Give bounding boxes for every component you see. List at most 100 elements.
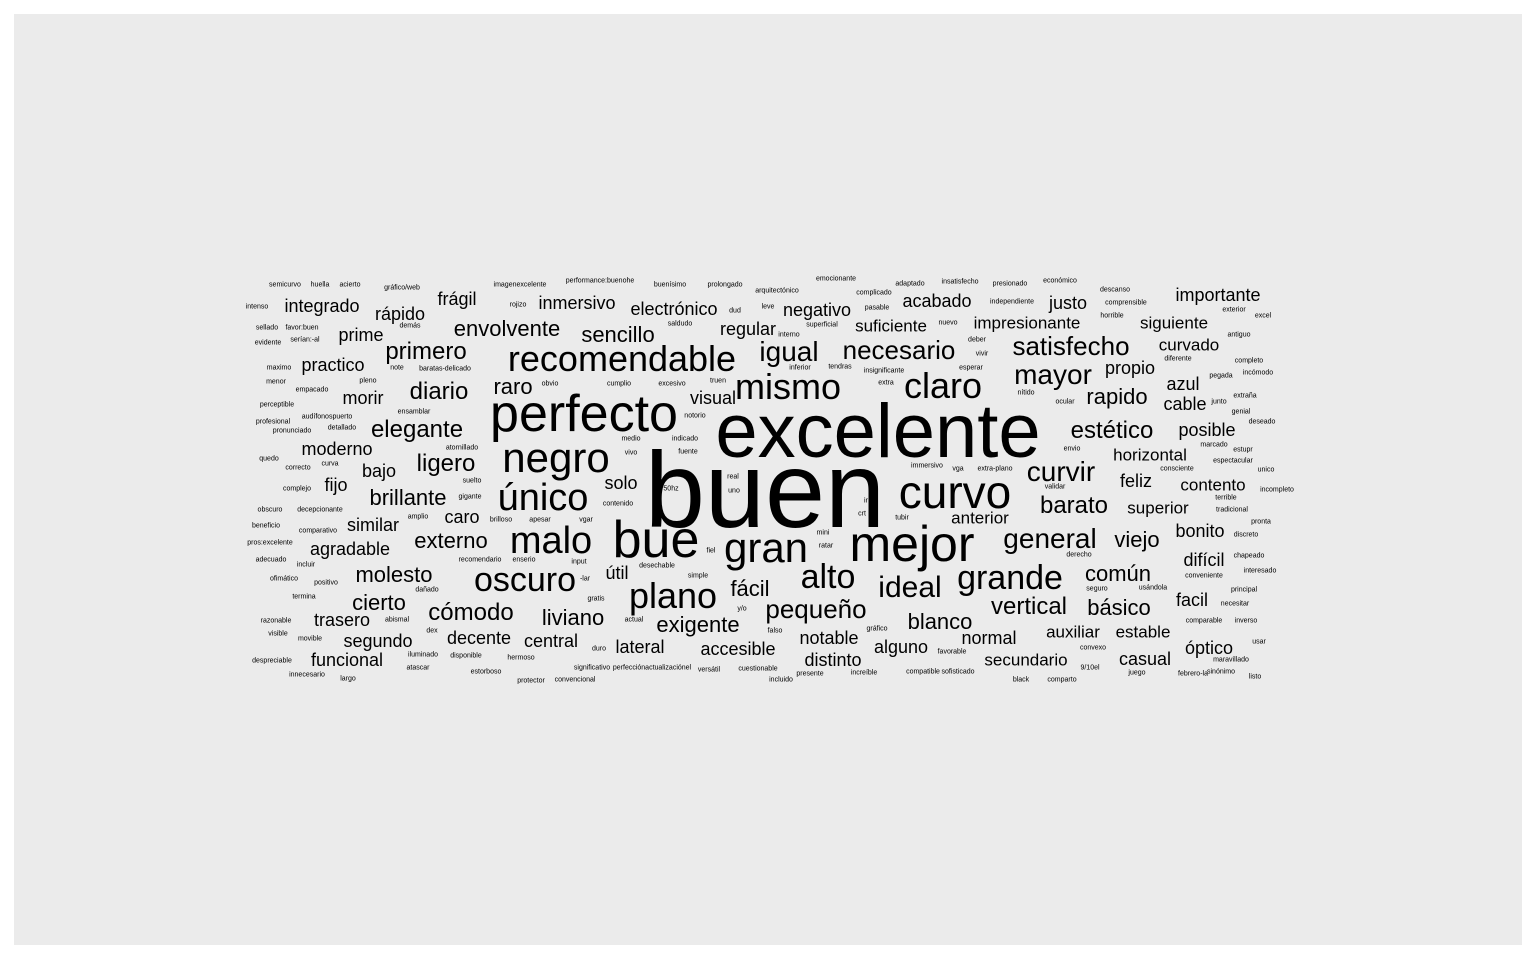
word-beneficio: beneficio xyxy=(251,522,281,530)
word-prime: prime xyxy=(338,325,384,345)
word-negro: negro xyxy=(502,434,610,481)
word-esperar: esperar xyxy=(959,364,983,372)
word-contenido: contenido xyxy=(602,500,634,508)
word-facil: facil xyxy=(1175,590,1209,610)
word-ratar: ratar xyxy=(818,542,834,550)
word-medio: medio xyxy=(621,435,641,443)
word-terrible: terrible xyxy=(1215,494,1237,502)
word-nitido: nítido xyxy=(1017,389,1035,397)
word-pros-excelente: pros:excelente xyxy=(247,539,293,547)
word-desechable: desechable xyxy=(639,562,675,570)
word-dificil: difícil xyxy=(1183,550,1225,570)
word-protector: protector xyxy=(517,677,545,685)
word-completo: completo xyxy=(1234,357,1264,365)
word-danado: dañado xyxy=(415,586,439,594)
word-necesario: necesario xyxy=(842,335,956,365)
word-caro: caro xyxy=(444,507,480,527)
word-cumplio: cumplio xyxy=(606,380,632,388)
word-unico: único xyxy=(497,477,589,519)
word-descanso: descanso xyxy=(1100,286,1130,294)
word-mismo: mismo xyxy=(735,366,841,407)
word-auxiliar: auxiliar xyxy=(1046,622,1100,642)
word-significativo: significativo xyxy=(573,664,611,672)
word-buen: buen xyxy=(644,429,886,550)
word-deber: deber xyxy=(968,336,986,344)
word-performance-buenohe: performance:buenohe xyxy=(565,277,635,285)
word-duro: duro xyxy=(591,645,607,653)
word-sellado: sellado xyxy=(255,324,279,332)
word-comparable: comparable xyxy=(1185,617,1223,625)
word-fiel: fiel xyxy=(706,547,716,555)
word-envolvente: envolvente xyxy=(453,316,561,341)
word-pasable: pasable xyxy=(864,304,890,312)
word-abismal: abismal xyxy=(384,616,410,624)
word-incluido: incluido xyxy=(769,676,793,684)
word-semicurvo: semicurvo xyxy=(269,281,301,289)
word-menor: menor xyxy=(266,378,286,386)
word-vivo: vivo xyxy=(624,449,638,457)
word-input: input xyxy=(571,558,587,566)
word-siguiente: siguiente xyxy=(1139,313,1209,333)
word-leve: leve xyxy=(761,303,775,311)
word-50hz: 50hz xyxy=(663,485,679,493)
word-arquitectonico: arquitectónico xyxy=(755,287,799,295)
word-importante: importante xyxy=(1175,285,1261,305)
word-profesional: profesional xyxy=(255,418,291,426)
word-funcional: funcional xyxy=(310,650,384,670)
word-recomendable: recomendable xyxy=(507,338,737,379)
word-rapido: rápido xyxy=(374,304,426,324)
word-truen: truen xyxy=(710,377,726,385)
word-immersivo: immersivo xyxy=(911,462,943,470)
word-huella: huella xyxy=(310,281,330,289)
word-perfeccionactualizacionel: perfecciónactualizaciónel xyxy=(612,664,692,672)
word-obvio: obvio xyxy=(541,380,559,388)
word-propio: propio xyxy=(1104,358,1156,378)
word-note: note xyxy=(390,364,404,372)
word-feliz: feliz xyxy=(1119,471,1153,491)
word-similar: similar xyxy=(347,515,399,535)
word-intenso: intenso xyxy=(245,303,269,311)
word-interesado: interesado xyxy=(1243,567,1277,575)
word-gigante: gigante xyxy=(458,493,482,501)
word-quedo: quedo xyxy=(259,455,279,463)
word-recomendario: recomendario xyxy=(458,556,502,564)
word-acierto: acierto xyxy=(339,281,361,289)
word-unico: unico xyxy=(1257,466,1275,474)
word-complicado: complicado xyxy=(856,289,892,297)
word-baratas-delicado: baratas-delicado xyxy=(419,365,471,373)
word-seguro: seguro xyxy=(1086,585,1108,593)
word-ligero: ligero xyxy=(416,450,476,477)
word-despreciable: despreciable xyxy=(252,657,292,665)
word-saldudo: saldudo xyxy=(667,320,693,328)
word-superficial: superficial xyxy=(806,321,838,329)
word-comun: común xyxy=(1084,561,1152,586)
word-fijo: fijo xyxy=(324,475,348,495)
word-usandola: usándola xyxy=(1138,584,1168,592)
word-inferior: inferior xyxy=(789,364,811,372)
word-normal: normal xyxy=(961,628,1017,648)
word-incompleto: incompleto xyxy=(1260,486,1294,494)
word-uno: uno xyxy=(728,487,740,495)
word-acabado: acabado xyxy=(902,291,972,311)
word-tendras: tendras xyxy=(828,363,852,371)
word-comprensible: comprensible xyxy=(1105,299,1147,307)
word-grande: grande xyxy=(957,559,1063,597)
word-insignificante: insignificante xyxy=(863,367,905,375)
word-horrible: horrible xyxy=(1100,312,1124,320)
word-cuestionable: cuestionable xyxy=(738,665,778,673)
word-dud: dud xyxy=(729,307,741,315)
word-ofimatico: ofimático xyxy=(269,575,299,583)
word-sofisticado: sofisticado xyxy=(941,668,975,676)
word-segundo: segundo xyxy=(343,631,413,651)
word-falso: falso xyxy=(767,627,783,635)
word-ideal: ideal xyxy=(878,571,942,604)
word-termina: termina xyxy=(292,593,316,601)
word-mejor: mejor xyxy=(849,516,975,572)
word-maximo: maximo xyxy=(266,364,292,372)
word-anterior: anterior xyxy=(951,508,1009,528)
word-estetico: estético xyxy=(1070,417,1154,444)
word-lar: -lar xyxy=(579,575,591,583)
word-hermoso: hermoso xyxy=(507,654,535,662)
word-usar: usar xyxy=(1252,638,1266,646)
word-negativo: negativo xyxy=(782,300,852,320)
